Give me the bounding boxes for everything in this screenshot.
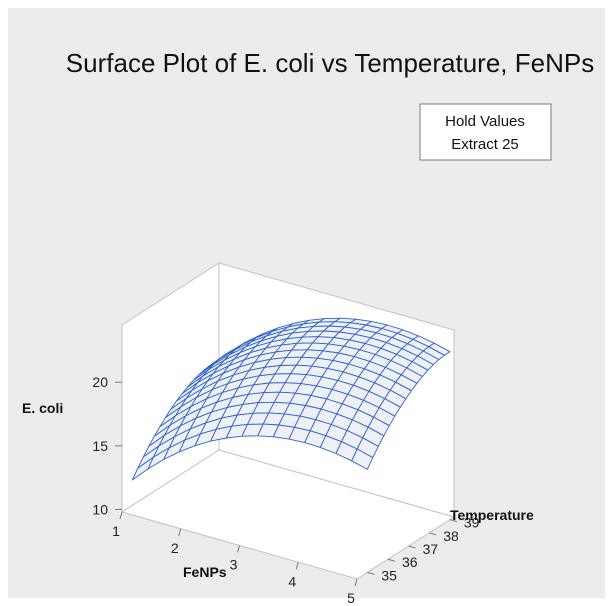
y-tick-label: 39 [464, 515, 480, 531]
x-tick-mark [119, 511, 123, 520]
hold-values-header: Hold Values [445, 113, 525, 130]
y-tick-mark [449, 519, 458, 523]
x-tick-mark [237, 545, 240, 553]
x-tick-label: 2 [171, 540, 179, 556]
y-tick-label: 37 [423, 541, 439, 557]
x-axis-label: FeNPs [183, 564, 227, 580]
x-tick-label: 4 [288, 573, 296, 589]
y-tick-mark [429, 532, 437, 536]
surface-mesh [131, 317, 451, 481]
y-tick-mark [367, 571, 375, 575]
z-tick-label: 15 [92, 438, 108, 454]
x-tick-mark [178, 528, 182, 536]
y-tick-label: 35 [381, 567, 397, 583]
hold-values-frame [419, 103, 552, 161]
x-tick-label: 3 [230, 557, 238, 573]
y-tick-label: 36 [402, 554, 418, 570]
z-tick-label: 10 [92, 501, 108, 517]
x-tick-mark [354, 578, 358, 587]
hold-values-item: Extract 25 [451, 136, 519, 153]
y-tick-mark [387, 558, 396, 562]
y-tick-label: 38 [443, 528, 459, 544]
x-tick-label: 1 [112, 523, 120, 539]
hold-values-box: Hold Values Extract 25 [419, 103, 552, 161]
x-tick-mark [295, 562, 299, 570]
chart-title: Surface Plot of E. coli vs Temperature, … [66, 48, 594, 78]
axis-box [120, 262, 456, 580]
y-axis-label: Temperature [450, 507, 534, 523]
z-axis-label: E. coli [22, 400, 63, 416]
z-tick-label: 20 [92, 374, 108, 390]
x-tick-label: 5 [347, 590, 355, 606]
surface-cell [351, 448, 374, 470]
floor-panel [120, 449, 456, 580]
y-tick-mark [408, 545, 416, 549]
